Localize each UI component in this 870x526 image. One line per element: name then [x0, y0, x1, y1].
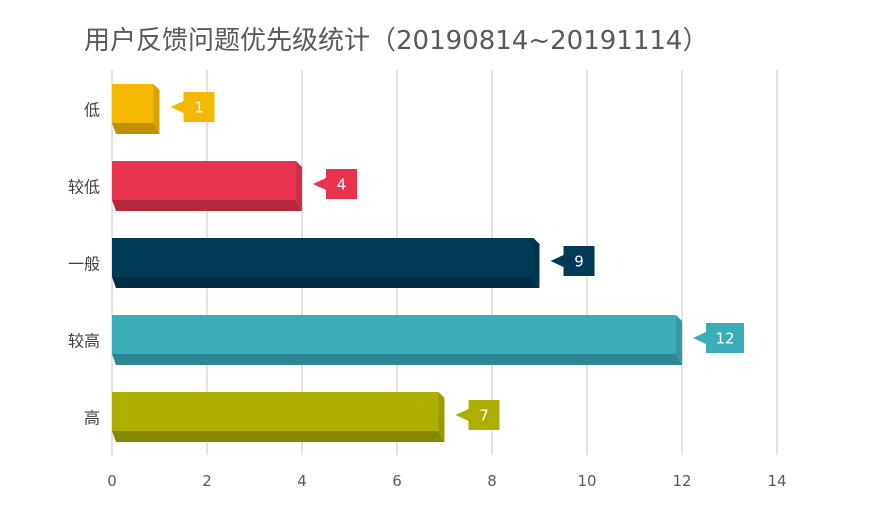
data-label-value: 9: [574, 253, 584, 271]
data-label: 7: [455, 400, 500, 430]
data-label-value: 7: [479, 407, 489, 425]
x-tick-label: 12: [672, 472, 691, 490]
bar: [112, 392, 445, 442]
data-label: 12: [693, 323, 744, 353]
bar: [112, 84, 160, 134]
x-tick-label: 10: [577, 472, 596, 490]
category-label: 一般: [68, 255, 100, 274]
x-tick-label: 2: [202, 472, 212, 490]
x-tick-label: 0: [107, 472, 117, 490]
category-label: 低: [84, 101, 100, 120]
x-tick-label: 8: [487, 472, 497, 490]
category-label: 较低: [68, 178, 100, 197]
bar: [112, 161, 302, 211]
data-label-value: 1: [194, 99, 204, 117]
x-tick-label: 14: [767, 472, 786, 490]
bar: [112, 238, 540, 288]
bar: [112, 315, 682, 365]
category-label: 较高: [68, 332, 100, 351]
data-label-value: 4: [337, 176, 347, 194]
data-label: 4: [313, 169, 357, 199]
chart-title: 用户反馈问题优先级统计（20190814~20191114）: [84, 26, 709, 56]
data-label: 1: [170, 92, 215, 122]
data-label-value: 12: [715, 330, 734, 348]
data-label: 9: [550, 246, 595, 276]
x-tick-label: 6: [392, 472, 402, 490]
x-tick-label: 4: [297, 472, 307, 490]
category-label: 高: [84, 409, 100, 428]
